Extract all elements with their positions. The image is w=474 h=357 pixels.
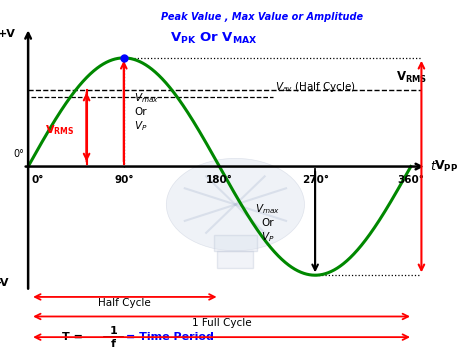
Text: Half Cycle: Half Cycle xyxy=(99,298,151,308)
Text: 1 Full Cycle: 1 Full Cycle xyxy=(192,318,251,328)
Text: f: f xyxy=(110,339,116,349)
Text: 90°: 90° xyxy=(114,175,134,185)
Text: 0°: 0° xyxy=(31,175,44,185)
Text: +V: +V xyxy=(0,29,15,39)
Text: 360°: 360° xyxy=(397,175,424,185)
Text: $t$: $t$ xyxy=(430,160,437,173)
Text: $V_{av}$ (Half Cycle): $V_{av}$ (Half Cycle) xyxy=(275,80,356,94)
Text: Peak Value , Max Value or Amplitude: Peak Value , Max Value or Amplitude xyxy=(161,12,363,22)
Text: 180°: 180° xyxy=(206,175,233,185)
Text: -V: -V xyxy=(0,278,9,288)
Text: $\mathbf{V_{PP}}$: $\mathbf{V_{PP}}$ xyxy=(434,159,458,174)
Text: 270°: 270° xyxy=(301,175,328,185)
Text: $V_{max}$
Or
$V_P$: $V_{max}$ Or $V_P$ xyxy=(255,202,280,243)
Ellipse shape xyxy=(166,159,304,251)
Text: = Time Period: = Time Period xyxy=(126,332,214,342)
Bar xyxy=(214,235,256,251)
Text: T =: T = xyxy=(62,332,87,342)
Text: $V_{max}$
Or
$V_P$: $V_{max}$ Or $V_P$ xyxy=(135,92,159,133)
Bar xyxy=(218,251,254,268)
Text: $\mathbf{V_{RMS}}$: $\mathbf{V_{RMS}}$ xyxy=(46,124,75,137)
Text: 0°: 0° xyxy=(13,149,24,159)
Text: $\mathbf{V_{RMS}}$: $\mathbf{V_{RMS}}$ xyxy=(396,70,427,85)
Text: 1: 1 xyxy=(109,326,117,336)
Text: $\mathbf{V_{PK}}$ Or $\mathbf{V_{MAX}}$: $\mathbf{V_{PK}}$ Or $\mathbf{V_{MAX}}$ xyxy=(171,31,258,46)
